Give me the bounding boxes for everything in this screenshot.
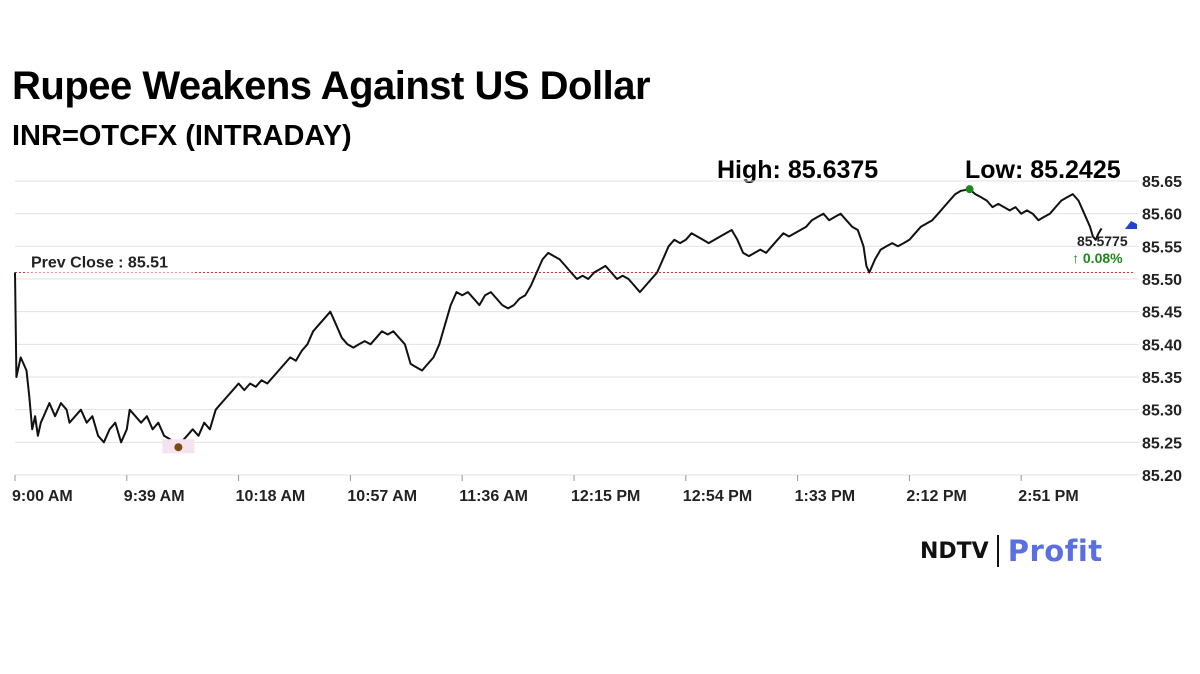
x-tick-label: 9:39 AM	[124, 488, 185, 505]
chart-title: Rupee Weakens Against US Dollar	[12, 64, 651, 108]
y-tick-label: 85.25	[1142, 435, 1182, 452]
high-label: High: 85.6375	[717, 156, 879, 184]
prev-close-label: Prev Close : 85.51	[31, 254, 168, 271]
x-tick-label: 12:54 PM	[683, 488, 752, 505]
high-point-marker	[965, 185, 974, 194]
x-tick-label: 12:15 PM	[571, 488, 640, 505]
y-tick-label: 85.45	[1142, 305, 1182, 322]
x-tick-label: 10:57 AM	[347, 488, 417, 505]
price-series-line	[14, 188, 1103, 449]
last-value-marker	[1125, 221, 1137, 229]
y-tick-label: 85.65	[1142, 174, 1182, 191]
y-tick-label: 85.30	[1142, 403, 1182, 420]
y-tick-label: 85.20	[1142, 468, 1182, 485]
prev-close-label-bg	[25, 254, 193, 273]
x-tick-label: 10:18 AM	[236, 488, 306, 505]
logo-divider	[996, 535, 999, 567]
x-tick-label: 2:12 PM	[906, 488, 966, 505]
ndtv-profit-logo: NDTV Profit	[920, 533, 1103, 569]
low-point-marker	[174, 443, 183, 452]
chart-subtitle: INR=OTCFX (INTRADAY)	[12, 120, 352, 152]
last-value-label: 85.5775	[1077, 233, 1128, 249]
x-tick-label: 2:51 PM	[1018, 488, 1078, 505]
y-tick-label: 85.35	[1142, 370, 1182, 387]
y-tick-label: 85.60	[1142, 207, 1182, 224]
y-tick-label: 85.40	[1142, 337, 1182, 354]
x-tick-label: 1:33 PM	[795, 488, 855, 505]
x-tick-label: 11:36 AM	[459, 488, 528, 505]
logo-ndtv-text: NDTV	[920, 538, 989, 564]
y-tick-label: 85.55	[1142, 239, 1182, 256]
logo-profit-text: Profit	[1007, 534, 1103, 568]
change-percent-label: ↑ 0.08%	[1072, 250, 1123, 266]
low-label: Low: 85.2425	[965, 156, 1121, 184]
y-tick-label: 85.50	[1142, 272, 1182, 289]
x-tick-label: 9:00 AM	[12, 488, 73, 505]
